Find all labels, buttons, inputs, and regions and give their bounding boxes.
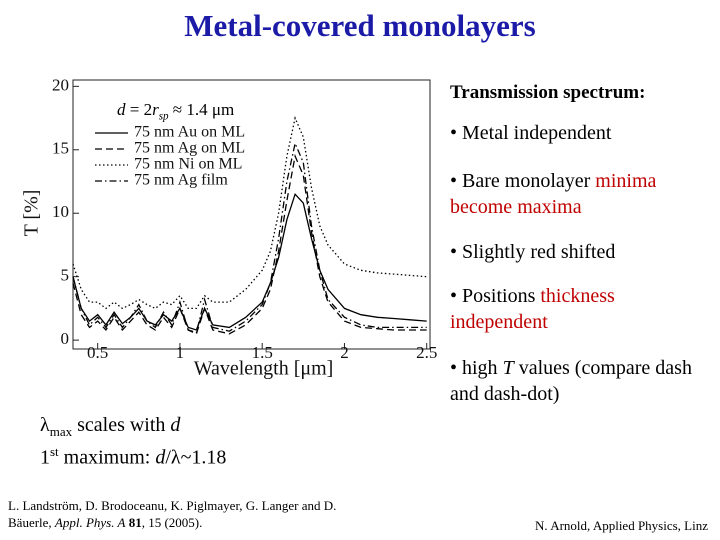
x-tick-label: 0.5 [87, 343, 108, 362]
text-segment: d [170, 414, 181, 436]
legend-label: 75 nm Ag film [134, 172, 228, 189]
x-tick-label: 2 [340, 343, 349, 362]
text-segment: Appl. Phys. A [54, 515, 126, 530]
note: 1st maximum: d/λ~1.18 [40, 444, 226, 470]
text-segment: minima become maxima [450, 170, 657, 218]
note: λmax scales with d [40, 414, 180, 440]
text-segment: ≈ 1.4 μm [168, 100, 235, 119]
slide-title: Metal-covered monolayers [184, 8, 536, 43]
bullet: • Metal independent [450, 120, 712, 146]
series-line [72, 115, 427, 310]
chart-annotation: d = 2rsp ≈ 1.4 μm [117, 100, 234, 122]
x-axis-label: Wavelength [μm] [194, 358, 334, 380]
text-segment: • Positions [450, 285, 541, 307]
y-tick-label: 0 [61, 329, 70, 348]
x-tick-label: 2.5 [416, 343, 437, 362]
y-axis-label: T [%] [21, 190, 43, 237]
text-segment: L. Landström, D. Brodoceanu, K. Piglmaye… [8, 498, 337, 530]
bullet: • Bare monolayer minima become maxima [450, 168, 712, 220]
series-line [72, 141, 427, 334]
y-tick-label: 15 [52, 139, 69, 158]
text-segment: = 2 [125, 100, 153, 119]
text-segment: values (compare dash and dash-dot) [450, 357, 692, 405]
plot-frame [72, 79, 431, 350]
x-tick-label: 1.5 [252, 343, 273, 362]
series-line [72, 153, 427, 335]
bullet: • Positions thickness independent [450, 283, 712, 335]
footer: N. Arnold, Applied Physics, Linz [535, 518, 708, 533]
legend-label: 75 nm Ni on ML [134, 156, 242, 173]
bullet: • Slightly red shifted [450, 239, 712, 265]
text-segment: • Bare monolayer [450, 170, 596, 192]
y-tick-label: 5 [61, 266, 70, 285]
text-segment: λ [40, 414, 50, 436]
text-segment: T [502, 357, 514, 379]
y-tick-label: 10 [52, 202, 69, 221]
text-segment: r [152, 100, 159, 119]
series-line [72, 192, 427, 331]
text-segment: d [155, 446, 166, 469]
text-segment: • high [450, 357, 503, 379]
text-segment: • Slightly red shifted [450, 241, 616, 263]
text-segment: st [50, 444, 59, 459]
chart: 0.5 1 1.5 2 2.5 0 5 10 15 20 Wavelength [μm] T [%] 7… [21, 75, 438, 380]
text-segment: • Metal independent [450, 122, 612, 144]
text-segment: max [49, 424, 73, 439]
text-segment: 1 [40, 446, 50, 469]
text-segment: , 15 (2005). [141, 515, 203, 530]
legend-label: 75 nm Au on ML [134, 124, 245, 141]
text-segment: maximum: [58, 446, 156, 469]
reference: L. Landström, D. Brodoceanu, K. Piglmaye… [8, 497, 348, 531]
x-tick-label: 1 [176, 343, 185, 362]
bullet: • high T values (compare dash and dash-d… [450, 355, 712, 407]
text-segment: d [117, 100, 126, 119]
y-tick-label: 20 [52, 75, 69, 94]
heading: Transmission spectrum: [450, 82, 646, 103]
text-segment: /λ~1.18 [165, 446, 227, 469]
text-segment: sp [158, 110, 169, 123]
text-segment: scales with [72, 414, 171, 436]
text-segment: thickness independent [450, 285, 615, 333]
legend-label: 75 nm Ag on ML [134, 140, 245, 157]
text-segment: 81 [125, 515, 142, 530]
